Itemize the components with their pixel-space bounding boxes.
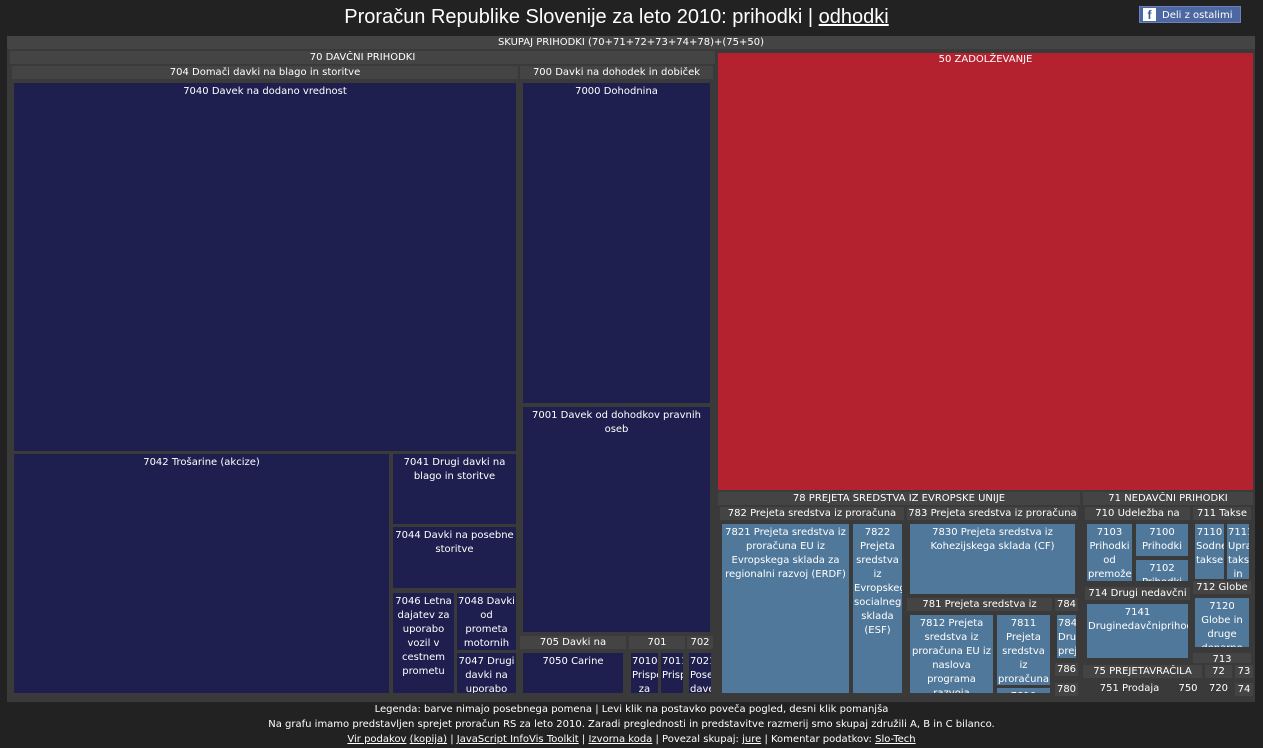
cell-7821-prejeta-sredstva-iz-proracuna-eu-iz-evropskega-sklada-za-regionalni-razvoj-erdf[interactable]: 7821 Prejeta sredstva iz proračuna EU iz… xyxy=(722,524,849,693)
group-header: 704 Domači davki na blago in storitve xyxy=(12,66,518,79)
group-header: 784 xyxy=(1055,598,1078,611)
group-header: 705 Davki na xyxy=(520,636,626,649)
group-header: 78 PREJETA SREDSTVA IZ EVROPSKE UNIJE xyxy=(718,492,1080,505)
source-code-link[interactable]: Izvorna koda xyxy=(588,734,653,745)
group-header: 780 xyxy=(1055,683,1078,696)
cell-7001-davek-od-dohodkov-pravnih-oseb[interactable]: 7001 Davek od dohodkov pravnih oseb xyxy=(523,407,710,632)
source-link[interactable]: Vir podakov xyxy=(347,734,407,745)
cell-7141-druginedavcniprihodki[interactable]: 7141 Druginedavčniprihodki xyxy=(1087,604,1188,658)
author-prefix: Povezal skupaj: xyxy=(662,734,739,745)
group-74[interactable]: 74 xyxy=(1235,683,1253,698)
group-713[interactable]: 713 xyxy=(1193,653,1251,663)
cell-7811-prejeta-sredstva-iz-proracuna[interactable]: 7811 Prejeta sredstva iz proračuna xyxy=(997,615,1050,685)
group-header: 75 PREJETAVRAČILA xyxy=(1083,665,1202,678)
group-header: 72 xyxy=(1205,665,1232,678)
cell-7010-prispevki-za-zaposlene[interactable]: 7010 Prispevki za zaposlene xyxy=(631,653,658,693)
cell-7000-dohodnina[interactable]: 7000 Dohodnina xyxy=(523,83,710,403)
group-header: SKUPAJ PRIHODKI (70+71+72+73+74+78)+(75+… xyxy=(7,36,1255,49)
cell-7822-prejeta-sredstva-iz-evropskega-socialnega-sklada-esf[interactable]: 7822 Prejeta sredstva iz Evropskega soci… xyxy=(853,524,902,693)
cell-751-prodaja[interactable]: 751 Prodaja xyxy=(1085,680,1174,694)
comment-link[interactable]: Slo-Tech xyxy=(875,734,916,745)
footer: Legenda: barve nimajo posebnega pomena |… xyxy=(0,702,1263,747)
cell-7120-globe-in-druge-denarne[interactable]: 7120 Globe in druge denarne xyxy=(1195,598,1249,647)
cell-7044-davki-na-posebne-storitve[interactable]: 7044 Davki na posebne storitve xyxy=(393,527,516,588)
cell-7041-drugi-davki-na-blago-in-storitve[interactable]: 7041 Drugi davki na blago in storitve xyxy=(393,454,516,524)
cell-784-druga-prejeta[interactable]: 784 Druga prejeta xyxy=(1057,615,1076,658)
group-header: 74 xyxy=(1235,683,1253,696)
group-header: 783 Prejeta sredstva iz proračuna xyxy=(907,507,1078,520)
cell-750[interactable]: 750 xyxy=(1176,680,1200,694)
group-73[interactable]: 73 xyxy=(1235,665,1253,680)
group-header: 712 Globe xyxy=(1193,581,1251,594)
cell-7810[interactable]: 7810 xyxy=(997,688,1050,693)
cell-50-zadolzevanje[interactable]: 50 ZADOLŽEVANJE xyxy=(718,53,1253,490)
group-header: 713 xyxy=(1193,653,1251,663)
group-header: 710 Udeležba na xyxy=(1085,507,1190,520)
share-label: Deli z ostalimi xyxy=(1162,10,1233,21)
group-780[interactable]: 780 xyxy=(1055,683,1078,696)
group-header: 786 xyxy=(1055,663,1078,676)
copy-link[interactable]: (kopija) xyxy=(409,734,448,745)
cell-7050-carine[interactable]: 7050 Carine xyxy=(523,653,623,693)
facebook-icon: f xyxy=(1143,8,1156,22)
description-text: Na grafu imamo predstavljen sprejet pror… xyxy=(268,719,995,730)
legend-text: Legenda: barve nimajo posebnega pomena |… xyxy=(374,704,889,715)
cell-7021-posebni-davek[interactable]: 7021 Posebni davek xyxy=(689,653,711,693)
group-header: 700 Davki na dohodek in dobiček xyxy=(520,66,713,79)
cell-7042-trosarine-akcize[interactable]: 7042 Trošarine (akcize) xyxy=(14,454,389,693)
author-link[interactable]: jure xyxy=(742,734,762,745)
comment-prefix: Komentar podatkov: xyxy=(771,734,872,745)
facebook-share-button[interactable]: f Deli z ostalimi xyxy=(1139,6,1241,23)
group-786[interactable]: 786 xyxy=(1055,663,1078,680)
group-header: 71 NEDAVČNI PRIHODKI xyxy=(1083,492,1253,505)
toolkit-link[interactable]: JavaScript InfoVis Toolkit xyxy=(456,734,579,745)
cell-7812-prejeta-sredstva-iz-proracuna-eu-iz-naslova-programa-razvoja[interactable]: 7812 Prejeta sredstva iz proračuna EU iz… xyxy=(910,615,993,693)
group-header: 702 xyxy=(687,636,713,649)
cell-7102-prihodki[interactable]: 7102 Prihodki xyxy=(1136,560,1188,581)
cell-7830-prejeta-sredstva-iz-kohezijskega-sklada-cf[interactable]: 7830 Prejeta sredstva iz Kohezijskega sk… xyxy=(910,524,1075,594)
expenditure-link[interactable]: odhodki xyxy=(818,6,889,28)
group-header: 70 DAVČNI PRIHODKI xyxy=(10,51,715,64)
cell-720[interactable]: 720 xyxy=(1207,680,1230,694)
group-header: 701 xyxy=(629,636,685,649)
cell-7103-prihodki-od-premozenja[interactable]: 7103 Prihodki od premoženja xyxy=(1087,524,1132,581)
title-text: Proračun Republike Slovenije za leto 201… xyxy=(344,6,819,28)
cell-7048-davki-od-prometa-motornih[interactable]: 7048 Davki od prometa motornih xyxy=(457,593,516,650)
group-header: 714 Drugi nedavčni xyxy=(1085,587,1190,600)
group-header: 781 Prejeta sredstva iz xyxy=(907,598,1052,611)
group-header: 711 Takse xyxy=(1193,507,1251,520)
cell-7110-sodne-takse[interactable]: 7110 Sodne takse xyxy=(1195,524,1224,579)
group-header: 782 Prejeta sredstva iz proračuna xyxy=(720,507,904,520)
cell-7047-drugi-davki-na-uporabo[interactable]: 7047 Drugi davki na uporabo xyxy=(457,653,516,693)
cell-7100-prihodki[interactable]: 7100 Prihodki xyxy=(1136,524,1188,556)
group-header: 73 xyxy=(1235,665,1253,678)
cell-7040-davek-na-dodano-vrednost[interactable]: 7040 Davek na dodano vrednost xyxy=(14,83,516,451)
cell-7046-letna-dajatev-za-uporabo-vozil-v-cestnem-prometu[interactable]: 7046 Letna dajatev za uporabo vozil v ce… xyxy=(393,593,454,693)
page-title: Proračun Republike Slovenije za leto 201… xyxy=(0,6,1233,29)
cell-7111-upravne-takse-in[interactable]: 7111 Upravne takse in xyxy=(1227,524,1249,579)
cell-7011-prispevki[interactable]: 7011 Prispevki xyxy=(661,653,683,693)
footer-links: Vir podakov (kopija) | JavaScript InfoVi… xyxy=(347,734,916,745)
